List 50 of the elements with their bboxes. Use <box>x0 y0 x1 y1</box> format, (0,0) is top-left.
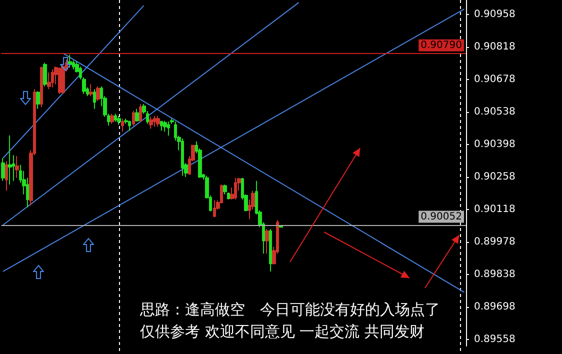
candlestick <box>36 90 40 110</box>
y-tick-label: 0.89978 <box>474 236 516 248</box>
candlestick <box>128 120 131 132</box>
candlestick <box>114 113 117 122</box>
candlestick <box>8 134 12 186</box>
candlestick <box>163 120 167 132</box>
candlestick <box>51 68 54 88</box>
candlestick <box>223 184 227 195</box>
ref-line-label: 0.90052 <box>420 211 462 222</box>
candlestick <box>40 66 43 108</box>
candlestick <box>110 113 114 124</box>
annotation: 仅供参考 欢迎不同意见 一起交流 共同发财 <box>140 322 424 340</box>
candlestick <box>181 138 184 176</box>
candlestick <box>167 121 170 136</box>
candlestick <box>68 54 72 68</box>
y-tick-label: 0.89698 <box>474 301 516 312</box>
candlestick <box>213 200 216 218</box>
candlestick <box>43 62 47 87</box>
candlestick <box>47 72 51 90</box>
ref-line-label: 0.90790 <box>420 40 462 51</box>
y-tick-label: 0.90258 <box>474 171 516 182</box>
y-tick-label: 0.90538 <box>474 106 516 118</box>
y-tick-label: 0.89558 <box>474 334 516 345</box>
candlestick <box>269 228 272 272</box>
y-tick-label: 0.90678 <box>474 74 516 85</box>
candlestick <box>117 115 121 126</box>
candlestick <box>89 84 93 97</box>
candlestick <box>135 108 139 122</box>
candlestick <box>227 192 230 200</box>
candlestick <box>149 116 153 130</box>
candlestick <box>156 115 160 128</box>
candlestick <box>121 118 124 132</box>
y-tick-label: 0.90818 <box>474 41 516 52</box>
annotation: 思路：逢高做空 今日可能没有好的入场点了 <box>139 300 440 318</box>
y-tick-label: 0.90958 <box>474 8 516 20</box>
candlestick <box>5 160 8 192</box>
candlestick <box>234 177 237 200</box>
y-tick-label: 0.89838 <box>474 268 516 280</box>
candlestick <box>15 156 19 178</box>
candlestick <box>93 88 96 110</box>
y-tick-label: 0.90398 <box>474 138 516 150</box>
candlestick <box>132 110 135 126</box>
candlestick <box>1 158 5 182</box>
y-tick-label: 0.90118 <box>474 204 516 215</box>
candlestick <box>153 115 156 128</box>
candlestick <box>160 120 163 132</box>
candlestick <box>265 228 269 254</box>
candlestick <box>96 86 100 102</box>
candlestick <box>139 104 142 122</box>
candlestick <box>58 67 61 95</box>
